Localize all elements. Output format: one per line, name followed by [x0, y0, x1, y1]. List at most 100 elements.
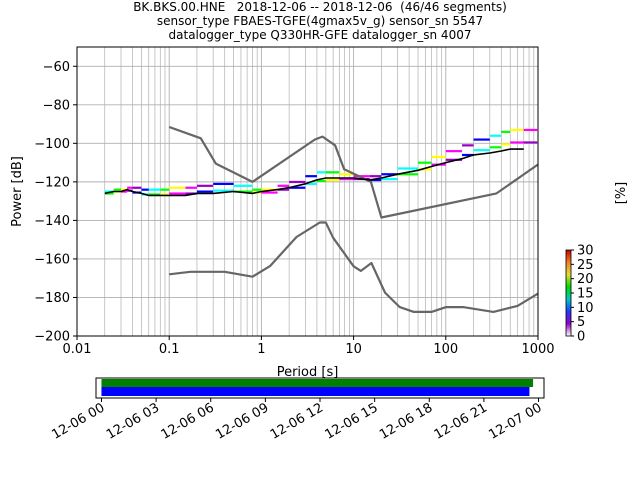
pdf-cell — [252, 188, 262, 191]
time-tick-label: 12-06 12 — [268, 400, 326, 442]
pdf-cell — [489, 134, 502, 137]
pdf-cell — [113, 188, 121, 191]
pdf-cell — [510, 128, 524, 132]
median-line — [104, 148, 524, 197]
time-tick-label: 12-06 06 — [159, 400, 217, 442]
pdf-cell — [289, 186, 306, 189]
x-tick-label: 10 — [345, 342, 362, 357]
pdf-cell — [316, 171, 326, 174]
x-tick-label: 1 — [257, 342, 265, 357]
pdf-cell — [369, 178, 382, 182]
colorbar-tick-label: 20 — [577, 272, 594, 287]
pdf-cell — [431, 155, 446, 159]
colorbar-tick-label: 10 — [577, 301, 594, 316]
pdf-cell — [339, 177, 354, 181]
pdf-cell — [418, 168, 432, 171]
colorbar-tick-label: 25 — [577, 258, 594, 273]
time-tick-label: 12-07 00 — [486, 400, 544, 442]
x-tick-label: 100 — [433, 342, 458, 357]
processed-segments-bar — [101, 387, 530, 396]
pdf-cell — [381, 173, 398, 176]
pdf-cell — [462, 153, 474, 157]
pdf-cell — [104, 190, 114, 193]
pdf-cell — [445, 158, 463, 161]
colorbar-tick-label: 15 — [577, 287, 594, 302]
pdf-cell — [325, 171, 340, 174]
colorbar-tick-label: 30 — [577, 244, 594, 259]
y-tick-label: −100 — [34, 137, 70, 152]
pdf-cell — [148, 193, 161, 196]
new-low-noise-model-line — [169, 221, 539, 313]
pdf-cell — [132, 186, 142, 189]
pdf-cell — [473, 149, 490, 152]
x-axis-label: Period [s] — [277, 365, 339, 380]
colorbar-label: [%] — [614, 182, 629, 205]
pdf-cell — [473, 138, 490, 141]
time-tick-label: 12-06 00 — [49, 400, 107, 442]
pdf-cell — [381, 177, 398, 181]
time-tick-label: 12-06 15 — [323, 400, 381, 442]
time-tick-label: 12-06 18 — [377, 400, 435, 442]
colorbar — [565, 249, 572, 337]
data-availability-bar — [101, 379, 534, 387]
colorbar-tick-label: 5 — [577, 315, 585, 330]
pdf-cell — [233, 184, 253, 187]
pdf-cell — [305, 182, 317, 185]
pdf-cell — [213, 182, 234, 185]
pdf-cell — [160, 193, 170, 196]
plot-frame — [76, 46, 539, 337]
pdf-cell — [316, 179, 326, 183]
pdf-cell — [213, 189, 234, 192]
pdf-cell — [196, 184, 214, 187]
pdf-cell — [277, 188, 290, 191]
pdf-cell — [185, 186, 197, 189]
pdf-cell — [196, 190, 214, 193]
time-tick-label: 12-06 21 — [432, 400, 490, 442]
y-tick-label: −180 — [34, 291, 70, 306]
pdf-cell — [339, 173, 354, 176]
y-tick-label: −80 — [43, 98, 70, 113]
pdf-cell — [397, 173, 419, 176]
new-high-noise-model-line — [168, 125, 539, 219]
pdf-cell — [185, 192, 197, 195]
pdf-cell — [261, 191, 278, 194]
y-axis-label: Power [dB] — [10, 156, 25, 227]
pdf-cell — [501, 143, 511, 146]
pdf-cell — [353, 175, 370, 178]
time-tick-label: 12-06 09 — [213, 400, 271, 442]
pdf-cell — [233, 190, 253, 193]
pdf-cell — [160, 188, 170, 191]
x-tick-label: 0.01 — [63, 342, 92, 357]
y-tick-label: −200 — [34, 330, 70, 345]
plot-background — [77, 47, 538, 336]
pdf-cell — [104, 192, 114, 195]
pdf-cell — [523, 128, 538, 132]
pdf-cell — [305, 175, 317, 178]
pdf-cell — [148, 188, 161, 191]
x-tick-label: 0.1 — [159, 342, 180, 357]
pdf-cell — [127, 186, 133, 189]
pdf-cell — [141, 188, 149, 191]
pdf-cell — [523, 141, 538, 144]
y-tick-label: −60 — [43, 60, 70, 75]
pdf-cell — [462, 144, 474, 147]
pdf-cell — [418, 161, 432, 164]
x-tick-label: 1000 — [521, 342, 554, 357]
time-tick-label: 12-06 03 — [104, 400, 162, 442]
pdf-cell — [397, 167, 419, 170]
pdf-cell — [325, 178, 340, 182]
y-tick-label: −160 — [34, 252, 70, 267]
pdf-cell — [289, 180, 306, 184]
pdf-cell — [169, 186, 186, 189]
pdf-cell — [445, 150, 463, 153]
y-tick-label: −120 — [34, 175, 70, 190]
pdf-cell — [510, 141, 524, 144]
chart-title-line-1: BK.BKS.00.HNE 2018-12-06 -- 2018-12-06 (… — [133, 0, 507, 14]
pdf-cell — [261, 188, 278, 191]
pdf-cell — [489, 146, 502, 149]
chart-title-line-2: sensor_type FBAES-TGFE(4gmax5v_g) sensor… — [156, 14, 484, 28]
pdf-cell — [369, 175, 382, 178]
pdf-cell — [277, 184, 290, 187]
pdf-cell — [120, 188, 128, 191]
